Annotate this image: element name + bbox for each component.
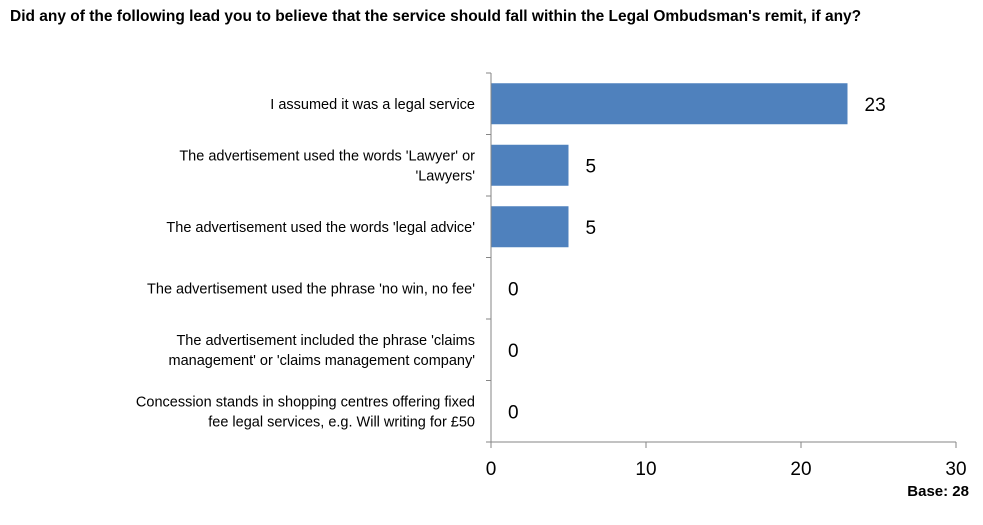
category-label: The advertisement used the words 'Lawyer… [179,148,475,184]
labels-layer: 23 I assumed it was a legal service 5 The a… [136,95,967,480]
x-tick-label: 30 [945,459,966,480]
bar [491,206,569,248]
category-label: Concession stands in shopping centres of… [136,394,475,430]
data-label: 0 [508,279,519,300]
data-label: 0 [508,402,519,423]
category-label: I assumed it was a legal service [270,97,475,113]
bar [491,144,569,186]
data-label: 5 [586,218,597,239]
base-note: Base: 28 [907,483,969,500]
data-label: 0 [508,341,519,362]
x-tick-label: 20 [790,459,811,480]
axes-layer [486,72,957,448]
data-label: 23 [865,95,886,116]
category-label: The advertisement used the phrase 'no wi… [147,281,475,297]
x-tick-label: 10 [635,459,656,480]
bars-layer [491,83,848,248]
category-label: The advertisement used the words 'legal … [166,220,475,236]
chart-title: Did any of the following lead you to bel… [10,8,862,25]
bar [491,83,848,125]
data-label: 5 [586,156,597,177]
x-tick-label: 0 [486,459,497,480]
category-label: The advertisement included the phrase 'c… [168,333,475,369]
